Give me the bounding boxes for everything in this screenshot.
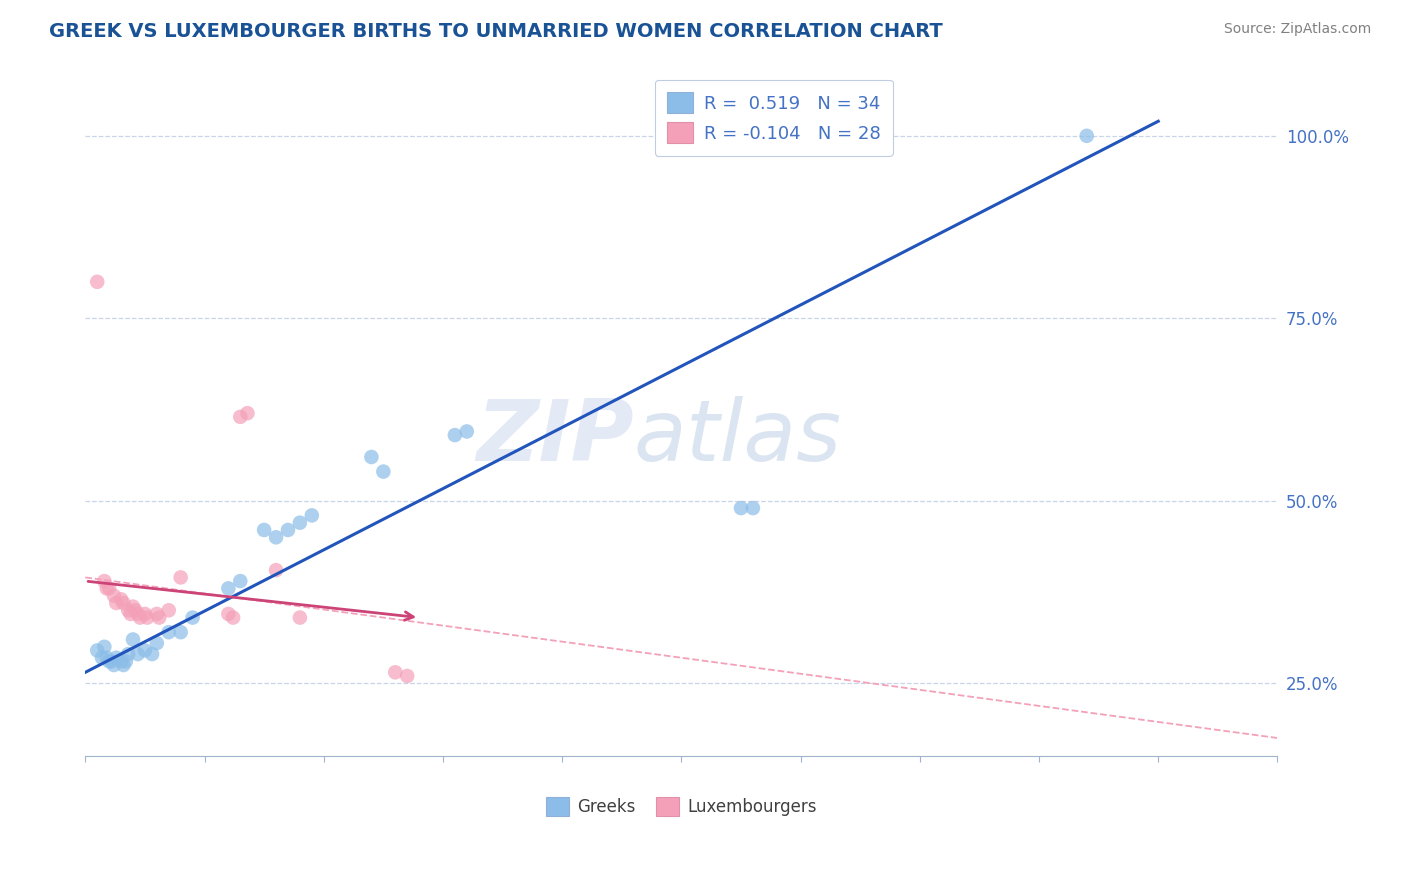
Point [384,665,406,680]
Point [217,582,239,596]
Point [136,610,159,624]
Point [120,607,142,621]
Point [742,501,765,516]
Point [134,643,156,657]
Point [103,658,125,673]
Point [288,516,311,530]
Point [134,607,156,621]
Text: Source: ZipAtlas.com: Source: ZipAtlas.com [1223,22,1371,37]
Point [444,428,467,442]
Point [122,632,145,647]
Point [170,570,193,584]
Point [98,654,121,668]
Point [105,596,128,610]
Point [117,647,139,661]
Text: atlas: atlas [634,396,842,479]
Point [127,647,149,661]
Point [103,589,125,603]
Point [157,625,180,640]
Point [222,610,245,624]
Point [148,610,170,624]
Point [217,607,239,621]
Point [730,501,752,516]
Point [122,599,145,614]
Point [124,603,146,617]
Point [100,654,122,668]
Point [1076,128,1098,143]
Point [98,582,121,596]
Point [112,596,135,610]
Point [373,465,395,479]
Point [96,582,118,596]
Point [277,523,299,537]
Point [170,625,193,640]
Point [157,603,180,617]
Point [114,654,136,668]
Text: ZIP: ZIP [477,396,634,479]
Point [93,640,115,654]
Point [264,530,287,544]
Point [264,563,287,577]
Point [91,650,114,665]
Point [141,647,163,661]
Point [181,610,204,624]
Point [236,406,259,420]
Point [127,607,149,621]
Point [129,610,152,624]
Point [253,523,276,537]
Point [146,636,169,650]
Point [360,450,382,464]
Point [229,409,252,424]
Point [105,650,128,665]
Point [117,603,139,617]
Point [96,650,118,665]
Legend: Greeks, Luxembourgers: Greeks, Luxembourgers [538,790,824,822]
Point [93,574,115,588]
Point [229,574,252,588]
Point [146,607,169,621]
Point [288,610,311,624]
Point [396,669,419,683]
Point [301,508,323,523]
Point [110,592,132,607]
Point [86,275,108,289]
Point [110,654,132,668]
Text: GREEK VS LUXEMBOURGER BIRTHS TO UNMARRIED WOMEN CORRELATION CHART: GREEK VS LUXEMBOURGER BIRTHS TO UNMARRIE… [49,22,943,41]
Point [456,425,478,439]
Point [86,643,108,657]
Point [112,658,135,673]
